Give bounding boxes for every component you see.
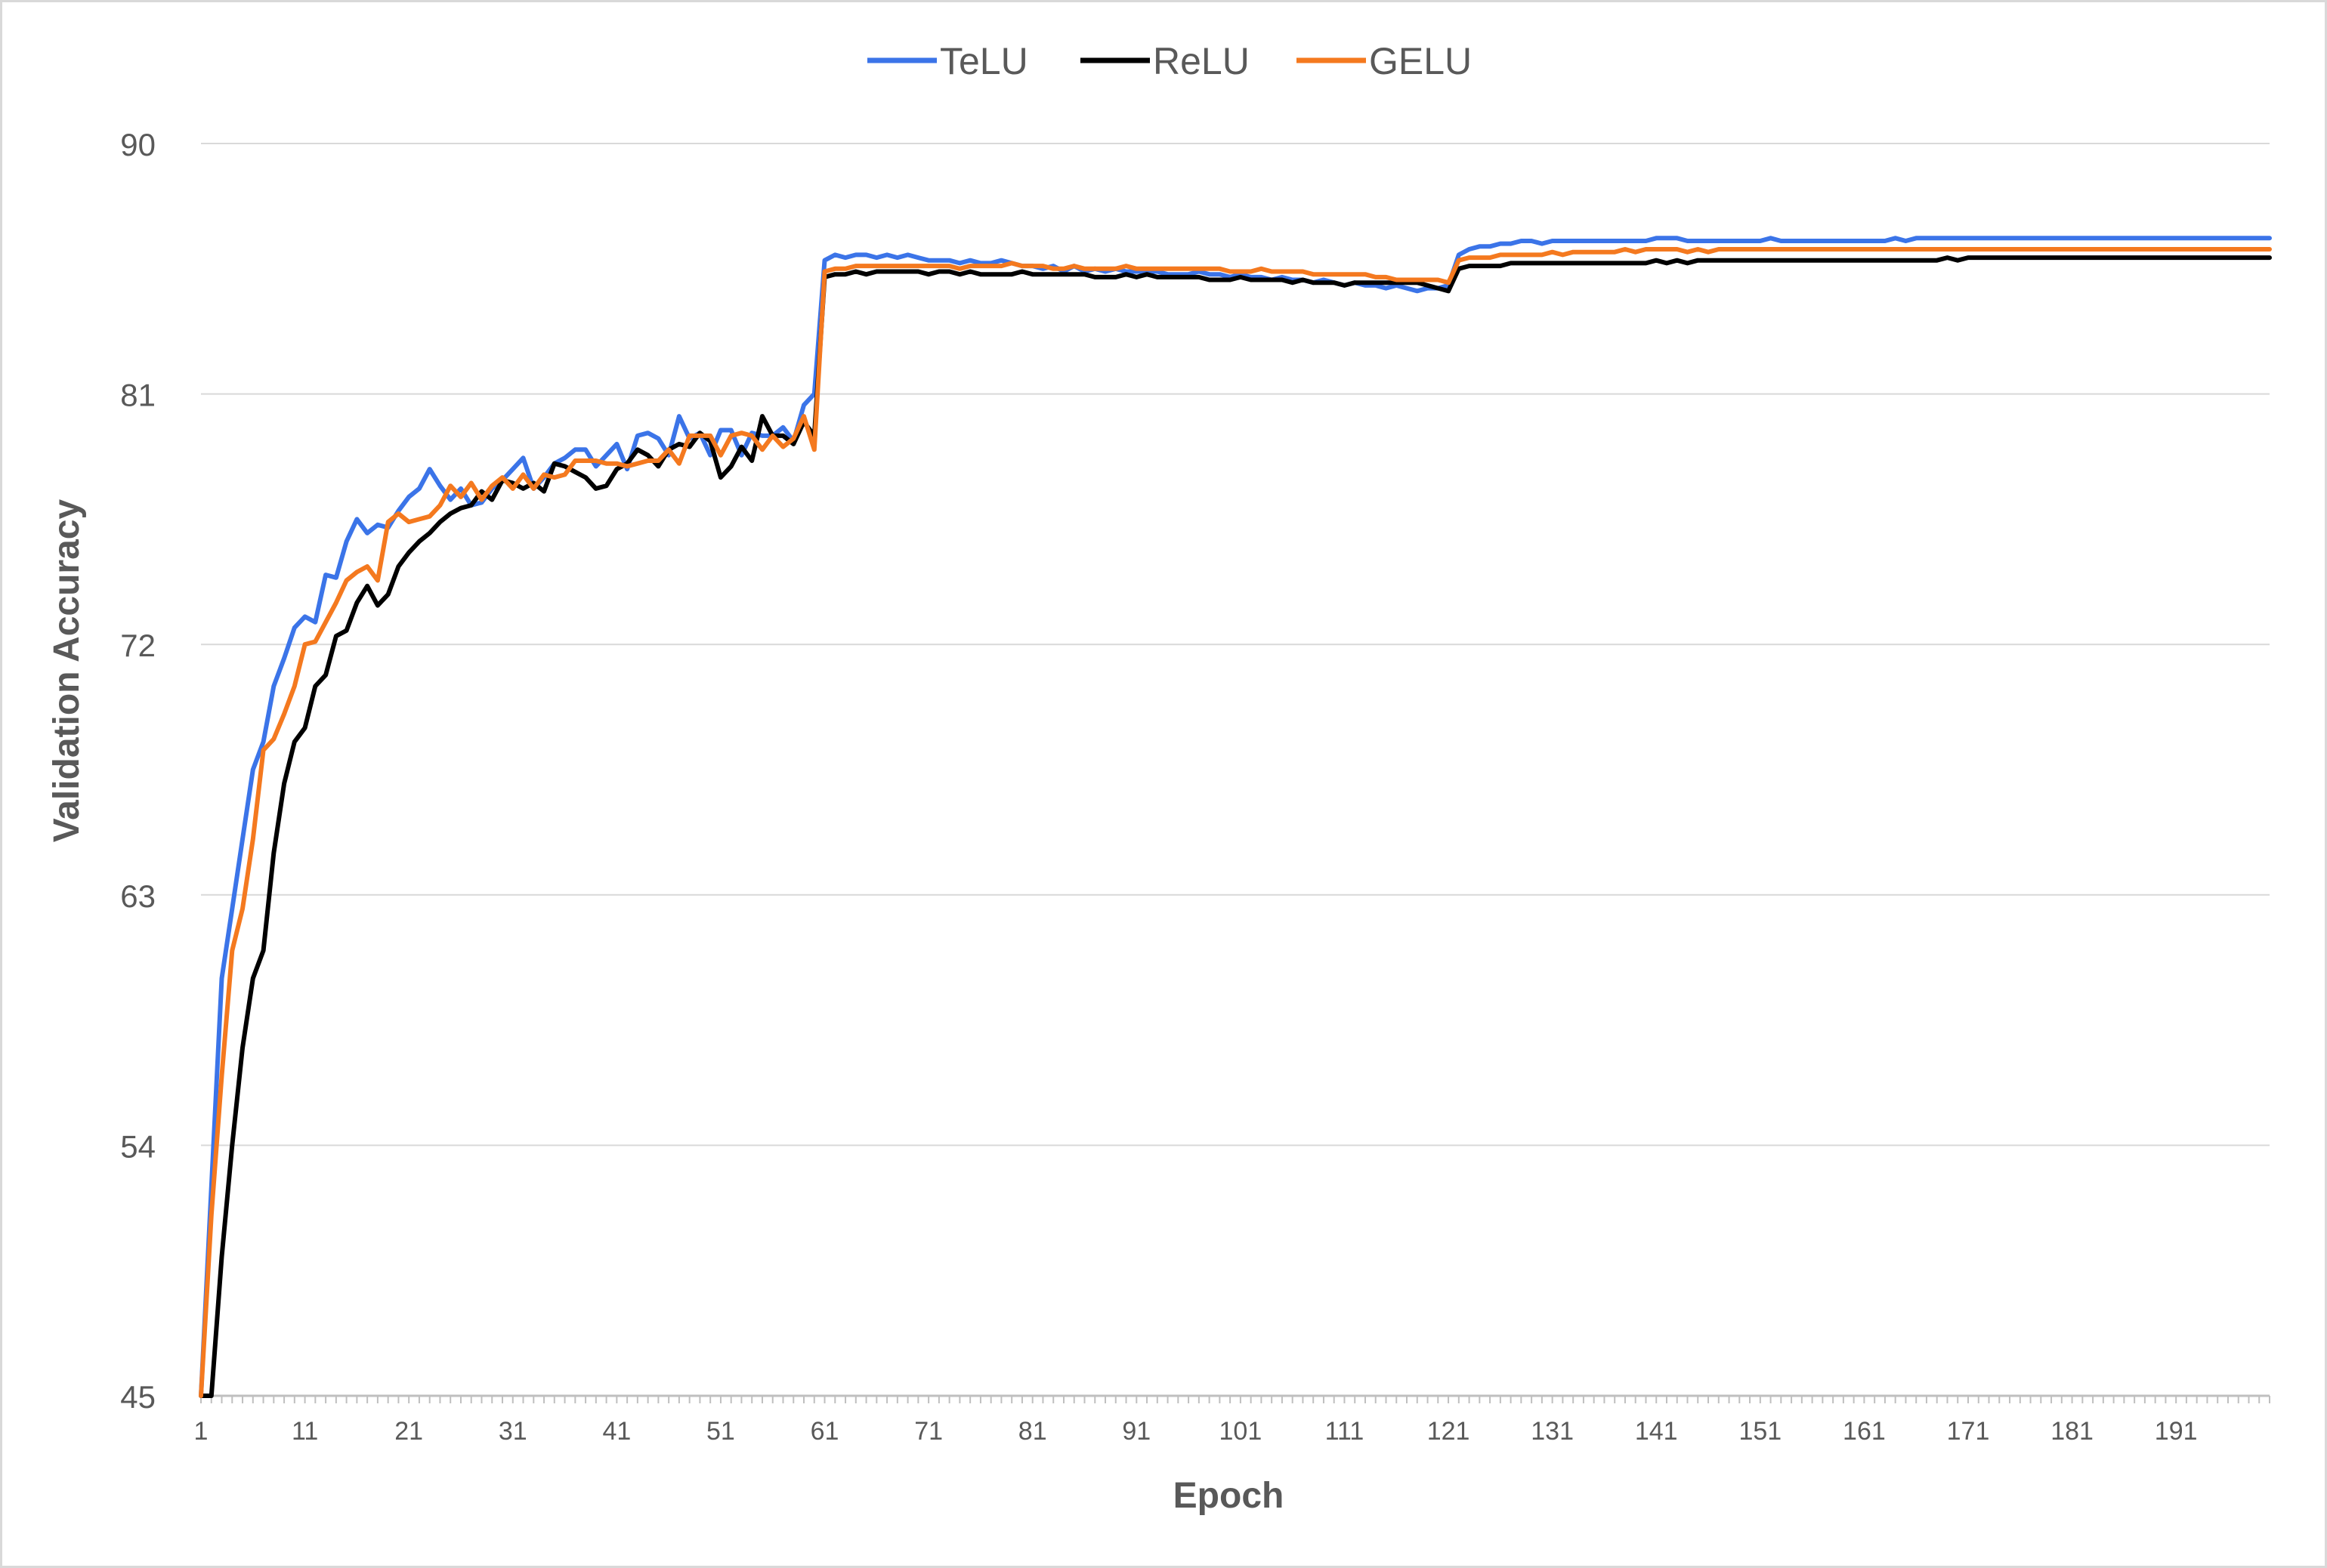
x-tick-label: 1 [194, 1417, 209, 1446]
x-tick-label: 71 [914, 1417, 943, 1446]
x-tick-labels: 1 11 21 31 41 51 61 71 81 91 101 111 121 131 141 151 161… [194, 1417, 2198, 1446]
x-tick-label: 131 [1531, 1417, 1574, 1446]
y-axis-title: Validation Accuracy [47, 498, 87, 842]
series-line-telu [199, 236, 2272, 1398]
y-tick-label: 81 [120, 378, 156, 413]
series-line-gelu [199, 247, 2272, 1398]
y-tick-label: 45 [120, 1379, 156, 1415]
x-tick-label: 61 [811, 1417, 839, 1446]
x-tick-label: 21 [394, 1417, 423, 1446]
x-tick-label: 81 [1018, 1417, 1047, 1446]
x-tick-label: 171 [1947, 1417, 1990, 1446]
legend: TeLU ReLU GELU [867, 40, 1472, 82]
x-tick-label: 181 [2050, 1417, 2094, 1446]
legend-label-gelu: GELU [1369, 40, 1472, 82]
x-axis-title: Epoch [1173, 1476, 1284, 1516]
y-tick-label: 72 [120, 628, 156, 663]
series-line-relu [199, 255, 2272, 1398]
series-lines [199, 236, 2272, 1398]
x-tick-label: 191 [2155, 1417, 2198, 1446]
x-tick-label: 51 [706, 1417, 735, 1446]
legend-label-relu: ReLU [1153, 40, 1250, 82]
x-tick-label: 101 [1219, 1417, 1262, 1446]
x-tick-label: 41 [602, 1417, 631, 1446]
x-tick-label: 11 [292, 1417, 318, 1446]
y-tick-labels: 45 54 63 72 81 90 [120, 127, 156, 1415]
x-tick-label: 161 [1843, 1417, 1886, 1446]
y-tick-label: 63 [120, 878, 156, 914]
y-tick-label: 54 [120, 1128, 156, 1164]
x-minor-ticks [200, 1396, 2270, 1403]
legend-label-telu: TeLU [940, 40, 1028, 82]
x-tick-label: 31 [499, 1417, 527, 1446]
x-tick-label: 111 [1325, 1417, 1364, 1446]
y-tick-label: 90 [120, 127, 156, 162]
x-tick-label: 91 [1122, 1417, 1151, 1446]
x-tick-label: 141 [1635, 1417, 1678, 1446]
x-tick-label: 121 [1427, 1417, 1470, 1446]
gridlines [201, 143, 2270, 1397]
x-tick-label: 151 [1738, 1417, 1782, 1446]
